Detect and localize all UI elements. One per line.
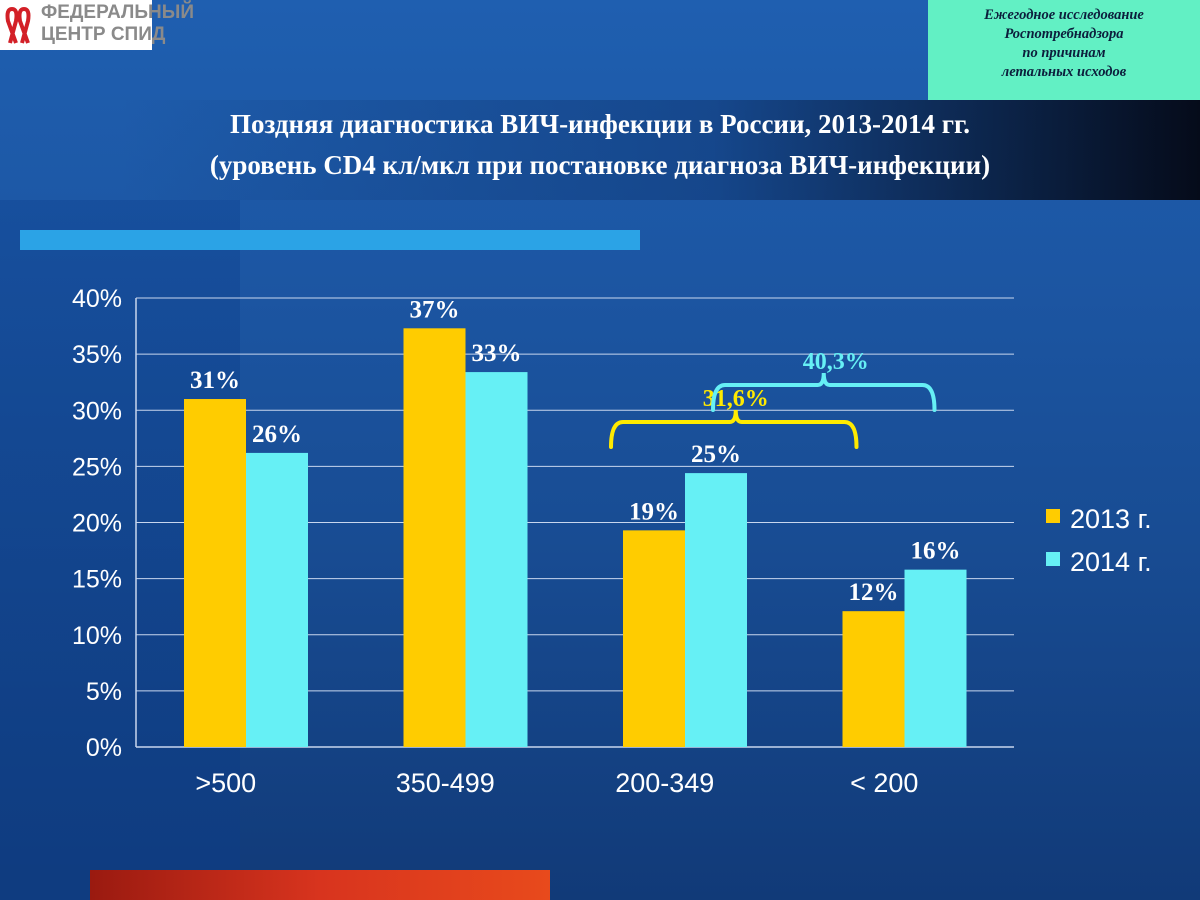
bar — [904, 569, 967, 747]
data-label: 25% — [691, 441, 741, 468]
y-tick-label: 5% — [86, 678, 122, 706]
y-tick-label: 0% — [86, 734, 122, 762]
x-tick-label: 350-499 — [396, 768, 495, 798]
data-label: 12% — [849, 579, 899, 606]
legend-label: 2013 г. — [1070, 504, 1152, 534]
x-tick-label: 200-349 — [615, 768, 714, 798]
data-label: 26% — [252, 421, 302, 448]
logo-line-1: ФЕДЕРАЛЬНЫЙ — [41, 2, 195, 23]
logo: ФЕДЕРАЛЬНЫЙ ЦЕНТР СПИД — [0, 0, 194, 50]
slide-title: Поздняя диагностика ВИЧ-инфекции в Росси… — [0, 104, 1200, 186]
data-label: 16% — [911, 538, 961, 565]
study-note-line: Ежегодное исследование — [984, 7, 1144, 23]
title-band — [120, 100, 1200, 200]
decorative-bar — [20, 230, 640, 250]
aids-ribbon-icon — [5, 6, 31, 44]
data-label: 37% — [410, 296, 460, 323]
y-tick-label: 35% — [72, 341, 122, 369]
annotation-brace — [609, 409, 859, 449]
y-tick-label: 10% — [72, 622, 122, 650]
logo-text: ФЕДЕРАЛЬНЫЙ ЦЕНТР СПИД — [41, 2, 194, 46]
annotation-label: 40,3% — [803, 349, 869, 375]
study-note-line: по причинам — [1022, 45, 1106, 61]
y-tick-label: 30% — [72, 397, 122, 425]
y-tick-label: 20% — [72, 510, 122, 538]
study-note: Ежегодное исследование Роспотребнадзора … — [928, 0, 1200, 100]
y-tick-label: 40% — [72, 285, 122, 313]
y-tick-label: 15% — [72, 566, 122, 594]
bar — [842, 611, 905, 747]
data-label: 31% — [190, 367, 240, 394]
legend-label: 2014 г. — [1070, 547, 1152, 577]
data-label: 19% — [629, 498, 679, 525]
study-note-line: летальных исходов — [1001, 64, 1127, 80]
legend-swatch — [1046, 509, 1060, 523]
bar — [403, 328, 466, 747]
study-note-line: Роспотребнадзора — [1004, 26, 1124, 42]
bar — [685, 473, 747, 747]
subtitle-line: (уровень CD4 кл/мкл при постановке диагн… — [209, 150, 991, 180]
bar — [465, 372, 528, 747]
bar — [623, 530, 685, 747]
x-tick-label: < 200 — [850, 768, 918, 798]
bar — [184, 399, 246, 747]
legend-swatch — [1046, 552, 1060, 566]
bar — [246, 452, 308, 747]
data-label: 33% — [472, 340, 522, 367]
decorative-bar — [90, 870, 550, 900]
logo-line-2: ЦЕНТР СПИД — [41, 24, 166, 45]
annotation-brace — [711, 372, 937, 412]
title-line: Поздняя диагностика ВИЧ-инфекции в Росси… — [229, 109, 971, 139]
y-tick-label: 25% — [72, 453, 122, 481]
x-tick-label: >500 — [195, 768, 256, 798]
